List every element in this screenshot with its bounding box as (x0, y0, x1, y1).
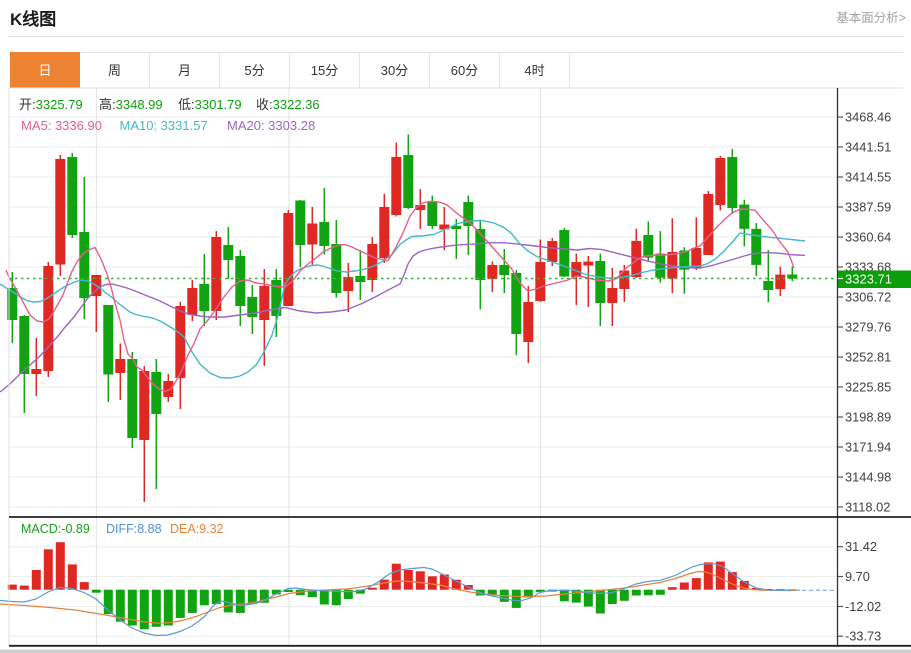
svg-text:3306.72: 3306.72 (845, 290, 891, 305)
svg-text:3118.02: 3118.02 (845, 500, 890, 515)
svg-text:31.42: 31.42 (845, 539, 877, 554)
svg-text:3441.51: 3441.51 (845, 140, 891, 155)
svg-text:-12.02: -12.02 (845, 599, 881, 614)
svg-text:3414.55: 3414.55 (845, 170, 891, 185)
svg-text:-33.73: -33.73 (845, 629, 881, 644)
svg-text:3225.85: 3225.85 (845, 380, 891, 395)
svg-text:3144.98: 3144.98 (845, 470, 891, 485)
svg-text:3360.64: 3360.64 (845, 230, 891, 245)
svg-text:3279.76: 3279.76 (845, 320, 891, 335)
svg-text:3387.59: 3387.59 (845, 200, 891, 215)
svg-text:9.70: 9.70 (845, 569, 870, 584)
svg-text:3171.94: 3171.94 (845, 440, 891, 455)
svg-text:3468.46: 3468.46 (845, 110, 891, 125)
svg-text:3198.89: 3198.89 (845, 410, 891, 425)
svg-text:开:3325.79高:3348.99低:3301.79收:3: 开:3325.79 高:3348.99 低:3301.79 收:3322.36 (19, 97, 320, 112)
svg-text:3252.81: 3252.81 (845, 350, 891, 365)
svg-text:3323.71: 3323.71 (845, 272, 892, 287)
